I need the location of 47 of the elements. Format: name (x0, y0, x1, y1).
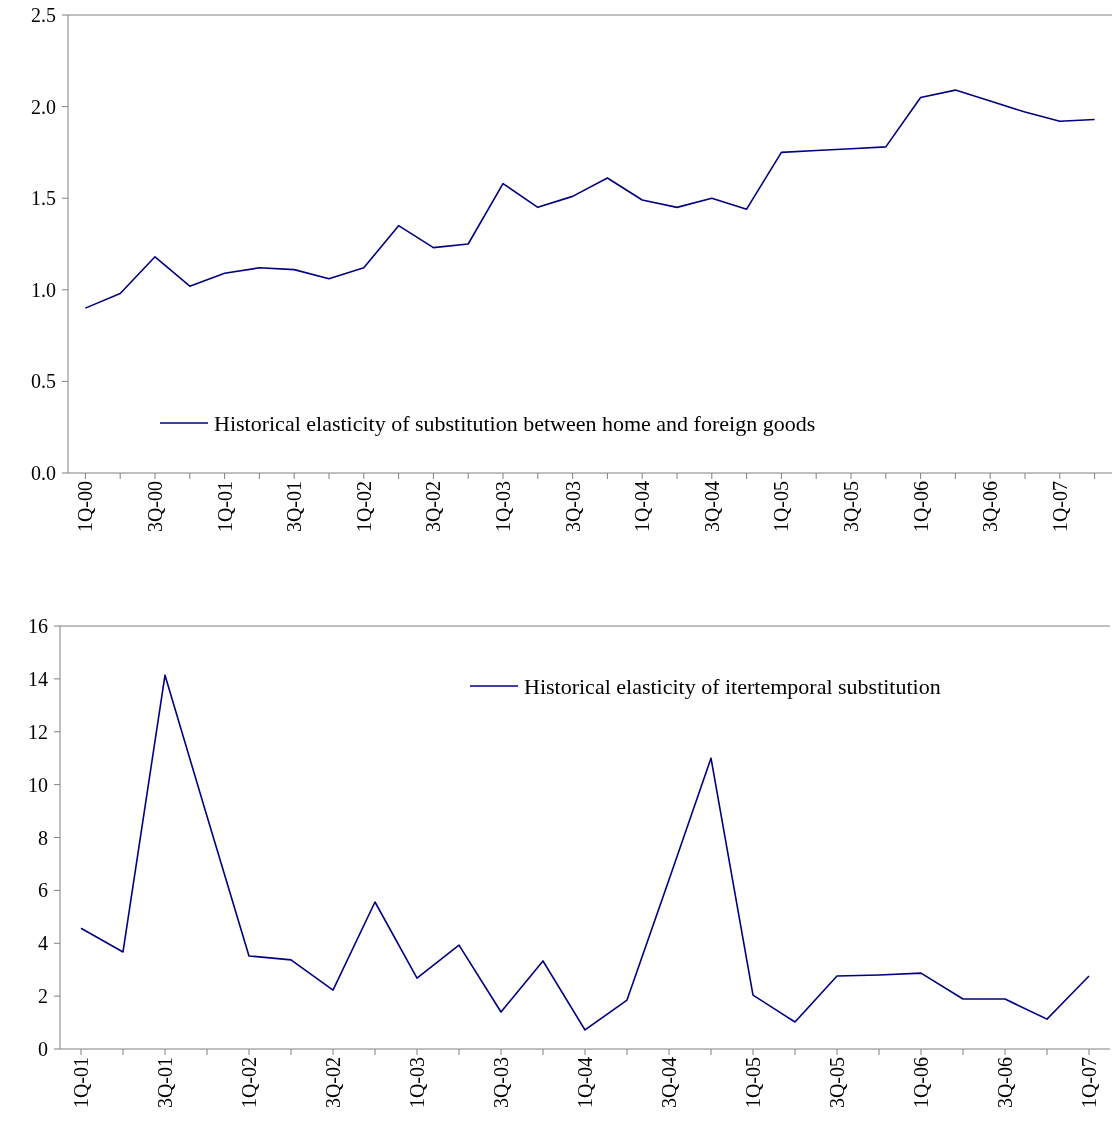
y-tick-label: 10 (28, 773, 48, 796)
y-tick-label: 4 (38, 932, 48, 955)
x-tick-label: 3Q-01 (283, 481, 306, 533)
line-series (80, 674, 1090, 1031)
x-tick-label: 3Q-01 (154, 1057, 176, 1109)
x-tick-label: 1Q-01 (213, 481, 236, 533)
x-tick-label: 3Q-05 (826, 1057, 848, 1109)
x-tick-label: 1Q-04 (631, 481, 654, 533)
y-tick-label: 2.0 (31, 95, 56, 118)
y-tick-label: 1.5 (31, 187, 56, 210)
y-tick-label: 0.0 (31, 462, 56, 484)
x-tick-label: 3Q-04 (700, 481, 723, 533)
y-tick-label: 0 (38, 1038, 48, 1060)
y-tick-label: 14 (28, 667, 48, 690)
legend-label: Historical elasticity of itertemporal substitution (524, 673, 941, 699)
y-tick-label: 2 (38, 985, 48, 1008)
x-tick-label: 1Q-04 (574, 1057, 596, 1109)
x-tick-label: 1Q-02 (352, 481, 375, 533)
x-tick-label: 1Q-06 (909, 481, 932, 533)
y-tick-label: 2.5 (31, 4, 56, 26)
x-tick-label: 1Q-07 (1048, 481, 1071, 533)
y-tick-label: 12 (28, 720, 48, 743)
x-tick-label: 1Q-07 (1078, 1057, 1100, 1109)
y-tick-label: 8 (38, 826, 48, 849)
x-tick-label: 3Q-04 (658, 1057, 680, 1109)
x-tick-label: 3Q-03 (561, 481, 584, 533)
y-tick-label: 0.5 (31, 370, 56, 393)
legend-label: Historical elasticity of substitution between home and foreign goods (214, 410, 816, 436)
x-tick-label: 3Q-02 (322, 1057, 344, 1109)
x-tick-label: 1Q-02 (238, 1057, 260, 1109)
y-tick-label: 1.0 (31, 278, 56, 301)
x-tick-label: 1Q-03 (406, 1057, 428, 1109)
x-tick-label: 3Q-03 (490, 1057, 512, 1109)
x-tick-label: 3Q-02 (422, 481, 445, 533)
x-tick-label: 1Q-05 (770, 481, 793, 533)
y-tick-label: 6 (38, 879, 48, 902)
x-tick-label: 1Q-05 (742, 1057, 764, 1109)
x-tick-label: 3Q-05 (840, 481, 862, 533)
line-series (84, 89, 1096, 309)
x-tick-label: 3Q-00 (144, 481, 166, 533)
x-tick-label: 1Q-01 (70, 1057, 92, 1109)
x-tick-label: 1Q-03 (492, 481, 514, 533)
x-tick-label: 1Q-06 (910, 1057, 932, 1109)
x-tick-label: 3Q-06 (994, 1057, 1016, 1109)
x-tick-label: 1Q-00 (74, 481, 97, 533)
y-tick-label: 16 (28, 615, 48, 637)
x-tick-label: 3Q-06 (979, 481, 1002, 533)
